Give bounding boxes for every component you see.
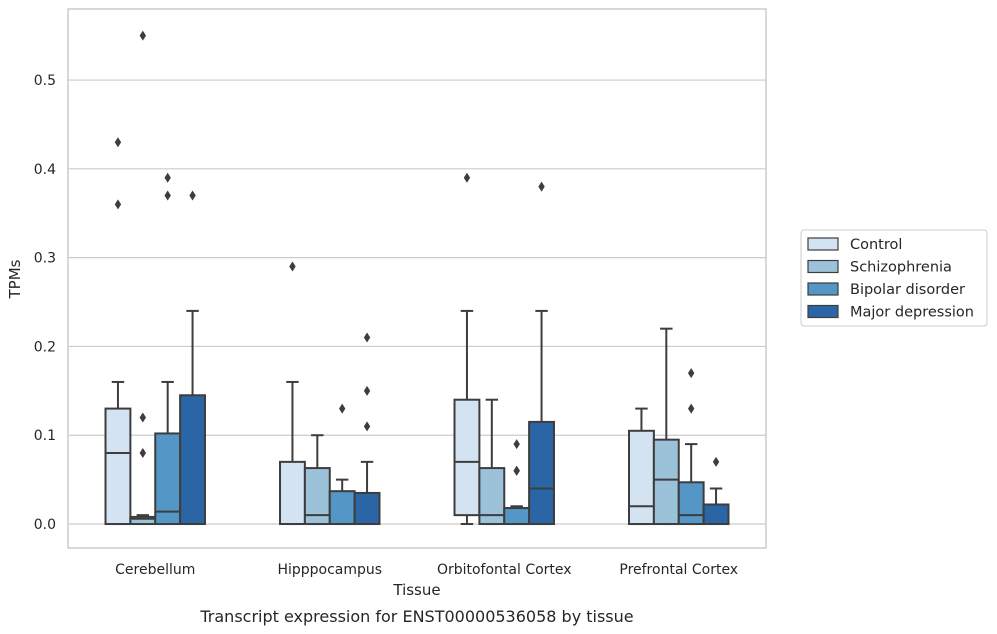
outlier-point bbox=[687, 368, 695, 379]
box-body bbox=[453, 398, 481, 517]
box bbox=[528, 181, 555, 526]
box bbox=[129, 30, 157, 526]
box-body bbox=[628, 429, 655, 526]
outlier-point bbox=[164, 190, 171, 201]
box-plot-marks bbox=[104, 30, 730, 526]
box bbox=[652, 327, 680, 526]
box-body bbox=[528, 420, 555, 526]
box bbox=[154, 172, 182, 526]
y-axis-ticks: 0.0 0.1 0.2 0.3 0.4 0.5 bbox=[34, 73, 56, 533]
x-tick-label: Cerebellum bbox=[115, 562, 195, 578]
box-body bbox=[702, 503, 730, 526]
box bbox=[353, 332, 381, 526]
box bbox=[328, 403, 356, 526]
outlier-point bbox=[538, 181, 545, 192]
box-body bbox=[652, 438, 680, 526]
outlier-point bbox=[712, 456, 720, 467]
legend-label: Bipolar disorder bbox=[850, 282, 965, 298]
y-tick-label: 0.5 bbox=[34, 73, 56, 89]
outlier-point bbox=[513, 465, 520, 476]
outlier-point bbox=[463, 172, 471, 183]
legend-swatch bbox=[807, 259, 839, 274]
box-body bbox=[179, 394, 206, 526]
y-tick-label: 0.2 bbox=[34, 339, 56, 355]
outlier-point bbox=[139, 447, 147, 458]
box bbox=[279, 261, 306, 526]
x-tick-label: Hipppocampus bbox=[277, 562, 382, 578]
y-axis-label: TPMs bbox=[6, 259, 24, 299]
box bbox=[503, 439, 531, 526]
box bbox=[628, 407, 655, 526]
plot-frame bbox=[67, 8, 767, 549]
outlier-point bbox=[338, 403, 346, 414]
box-body bbox=[154, 432, 182, 526]
box bbox=[478, 398, 506, 526]
x-tick-label: Prefrontal Cortex bbox=[619, 562, 738, 578]
legend-swatch bbox=[807, 304, 839, 319]
box-body bbox=[104, 407, 132, 526]
box-body bbox=[503, 507, 531, 526]
box-body bbox=[279, 460, 306, 526]
outlier-point bbox=[289, 261, 296, 272]
legend-frame bbox=[800, 229, 988, 327]
box bbox=[303, 434, 331, 526]
y-tick-label: 0.3 bbox=[34, 251, 56, 267]
box-body bbox=[677, 481, 705, 526]
outlier-point bbox=[363, 332, 371, 343]
outlier-point bbox=[139, 30, 147, 41]
outlier-point bbox=[139, 412, 147, 423]
box bbox=[677, 368, 705, 526]
outlier-point bbox=[164, 172, 171, 183]
outlier-point bbox=[513, 439, 520, 450]
box bbox=[453, 172, 481, 526]
box bbox=[702, 456, 730, 526]
outlier-point bbox=[189, 190, 196, 201]
y-tick-label: 0.4 bbox=[34, 162, 56, 178]
outlier-point bbox=[687, 403, 695, 414]
x-axis-ticks: Cerebellum Hipppocampus Orbitofontal Corte… bbox=[115, 562, 738, 578]
y-tick-label: 0.0 bbox=[34, 517, 56, 533]
box bbox=[179, 190, 206, 526]
outlier-point bbox=[114, 199, 122, 210]
legend-swatch bbox=[807, 237, 839, 251]
legend-label: Major depression bbox=[850, 305, 974, 321]
outlier-point bbox=[114, 137, 122, 148]
legend-swatch bbox=[807, 282, 839, 296]
outlier-point bbox=[363, 421, 371, 432]
legend: Control Schizophrenia Bipolar disorder Majo… bbox=[800, 229, 988, 327]
outlier-point bbox=[363, 385, 371, 396]
legend-label: Schizophrenia bbox=[850, 260, 952, 276]
legend-label: Control bbox=[850, 237, 902, 253]
box-body bbox=[328, 490, 356, 526]
box-body bbox=[353, 491, 381, 526]
box bbox=[104, 137, 132, 526]
y-tick-label: 0.1 bbox=[34, 428, 56, 444]
chart-caption: Transcript expression for ENST0000053605… bbox=[199, 607, 633, 626]
x-axis-label: Tissue bbox=[392, 581, 440, 599]
x-tick-label: Orbitofontal Cortex bbox=[437, 562, 572, 578]
